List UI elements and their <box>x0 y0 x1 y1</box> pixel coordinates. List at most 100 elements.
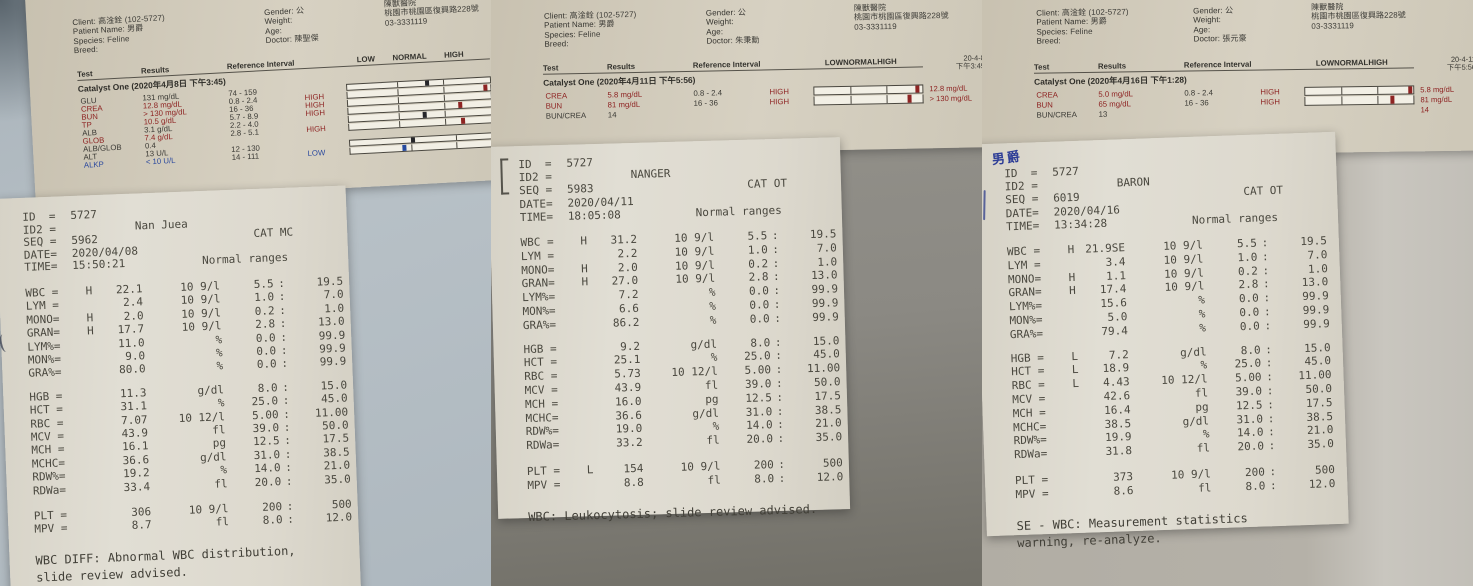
range-bar <box>1304 94 1415 106</box>
patient-info-block-2: Gender: 公 Weight: Age: Doctor: 朱秉勳 <box>706 8 760 46</box>
patient-name: Nan Juea <box>134 217 189 233</box>
range-high: 12.0 <box>816 469 844 484</box>
range-sep: : <box>775 363 783 377</box>
flag <box>90 520 106 534</box>
range-sep: : <box>1267 411 1275 425</box>
range-sep: : <box>286 499 294 513</box>
chemistry-form-paper: Client: 高淦銓 (102-5727) Patient Name: 男爵 … <box>24 0 491 205</box>
flag: L <box>586 463 594 477</box>
flag <box>1065 312 1081 326</box>
col-reference-interval: Reference Interval <box>692 59 761 70</box>
col-high: HIGH <box>443 49 464 60</box>
value: 31.8 <box>1105 444 1133 459</box>
flag <box>85 401 101 415</box>
range-sep: : <box>774 311 782 325</box>
lab-report-photo-3: Client: 高淦銓 (102-5727) Patient Name: 男爵 … <box>982 0 1473 586</box>
patient-value: 男爵 <box>1090 16 1107 27</box>
range-sep: : <box>1261 236 1269 250</box>
flag <box>83 338 99 352</box>
range-high: 21.0 <box>815 416 842 431</box>
previous-result: 81 mg/dL <box>1420 94 1453 104</box>
flag <box>86 428 102 442</box>
chemistry-table: 20-4-8 下午3:45 Test Results Reference Int… <box>542 53 982 121</box>
col-normal: NORMAL <box>392 51 427 63</box>
gender-value: 公 <box>737 7 747 17</box>
flag: H <box>580 261 588 276</box>
cbc-rbc-rows: HGB = 9.2 g/dl 8.0:15.0 HCT = 25.1% 25.0:45.0 R… <box>523 334 842 453</box>
no-bar <box>1305 109 1415 111</box>
value: 19.0 <box>615 422 643 436</box>
range-high: 35.0 <box>323 472 351 487</box>
flag <box>577 289 593 303</box>
range-divider <box>1377 86 1379 94</box>
value: 86.2 <box>612 315 640 330</box>
col-low-normal-high: LOW NORMAL HIGH <box>1304 57 1414 68</box>
species-label: Species: <box>1036 26 1068 37</box>
value: 79.4 <box>1101 323 1129 338</box>
range-sep: : <box>771 228 779 243</box>
species-label: Species: <box>73 35 106 46</box>
range-sep: : <box>283 407 291 421</box>
hospital-address: 桃園市桃園區復興路228號 <box>1311 10 1406 22</box>
range-high: 45.0 <box>813 347 840 362</box>
range-high: 35.0 <box>815 430 843 445</box>
value: 2.0 <box>617 260 638 275</box>
range-sep: : <box>1261 250 1269 264</box>
lab-report-photo-1: Client: 高淦銓 (102-5727) Patient Name: 男爵 … <box>0 0 491 586</box>
patient-info-block-2: Gender: 公 Weight: Age: Doctor: 張元豪 <box>1193 6 1247 44</box>
range-sep: : <box>778 457 786 471</box>
species-value: Feline <box>1070 26 1093 36</box>
weight-label: Weight: <box>705 17 734 27</box>
range-divider <box>850 86 852 94</box>
range-high: 99.9 <box>1303 316 1330 331</box>
value: 8.8 <box>623 475 644 490</box>
value: 8.7 <box>131 518 152 533</box>
range-high: 13.0 <box>810 268 838 283</box>
unit: fl <box>707 473 721 487</box>
range-low: 1.0 <box>747 243 768 257</box>
flag: L <box>1071 349 1079 363</box>
range-high: 99.9 <box>811 282 839 297</box>
param: MPV = <box>527 477 561 492</box>
patient-value: 男爵 <box>598 19 615 29</box>
range-high: 7.0 <box>816 241 838 255</box>
time-label: TIME= <box>519 210 554 224</box>
range-sep: : <box>1269 465 1277 479</box>
client-value: 高淦銓 (102-5727) <box>1061 7 1129 18</box>
range-high: 11.00 <box>806 361 841 376</box>
value: 8.6 <box>1113 483 1134 498</box>
time-label: TIME= <box>1005 218 1040 234</box>
range-divider <box>399 121 401 128</box>
chemistry-form-paper: Client: 高淦銓 (102-5727) Patient Name: 男爵 … <box>491 0 982 157</box>
param: RDWa= <box>526 438 560 453</box>
hospital-phone: 03-3331119 <box>854 21 897 32</box>
value: 7.2 <box>618 288 639 302</box>
unit: fl <box>706 433 720 448</box>
client-label: Client: <box>543 11 568 21</box>
range-low: 12.5 <box>745 390 773 405</box>
range-low: 5.00 <box>744 363 772 378</box>
test-name: BUN/CREA <box>1036 109 1077 120</box>
value: 36.6 <box>615 408 643 423</box>
seq-label: SEQ = <box>518 183 553 198</box>
breed-line: Breed: <box>544 38 637 49</box>
value: 9.2 <box>619 339 641 353</box>
gender-value: 公 <box>1225 5 1234 16</box>
range-high: 99.9 <box>811 296 839 310</box>
analyzer-note: WBC DIFF: Abnormal WBC distribution, slid… <box>35 540 354 586</box>
test-name: BUN <box>1036 99 1053 110</box>
col-results: Results <box>606 61 636 72</box>
analyzer-note: WBC: Leukocytosis; slide review advised. <box>528 500 844 526</box>
col-normal: NORMAL <box>1334 58 1369 68</box>
flag <box>1069 418 1085 432</box>
range-high: 19.5 <box>809 227 837 242</box>
range-divider <box>397 97 400 104</box>
reference-interval: 0.8 - 2.4 <box>693 87 723 98</box>
patient-info-block: Client: 高淦銓 (102-5727) Patient Name: 男爵 … <box>1036 7 1129 45</box>
value: 33.2 <box>616 435 643 450</box>
range-divider <box>397 82 399 88</box>
flag <box>88 482 104 496</box>
flag <box>87 441 103 455</box>
range-low: 20.0 <box>746 432 774 447</box>
breed-label: Breed: <box>1036 36 1061 46</box>
